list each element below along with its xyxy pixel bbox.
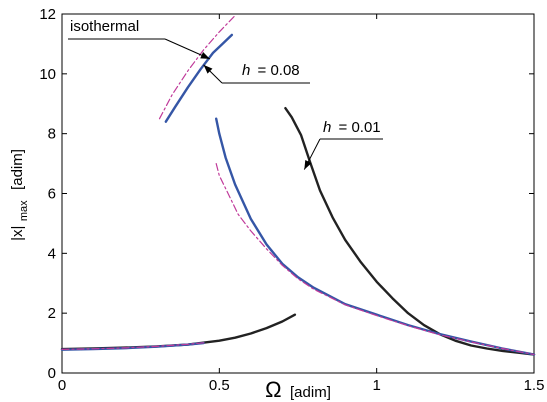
annotation-isothermal-arrowhead [200, 52, 210, 59]
annotation-h008-arrowhead [203, 64, 213, 74]
plot-area [61, 13, 535, 374]
x-tick-label: 0 [58, 377, 66, 394]
annotation-layer: isothermal h = 0.08 h = 0.01 [68, 18, 383, 170]
y-axis-label: |x| max [adim] [9, 149, 31, 241]
x-tick-label: 1 [372, 377, 380, 394]
x-axis-label: Ω [adim] [265, 377, 331, 402]
y-tick-label: 4 [48, 245, 56, 262]
annotation-isothermal-label: isothermal [70, 18, 139, 35]
series-line-isothermal-7 [61, 342, 205, 350]
y-tick-label: 8 [48, 126, 56, 143]
y-tick-label: 2 [48, 305, 56, 322]
series-line-isothermal-5 [158, 14, 236, 120]
y-tick-label: 12 [39, 6, 56, 23]
series-line-h008-3 [214, 117, 536, 356]
annotation-h001-label: h = 0.01 [323, 119, 381, 136]
series-line-h008-2 [164, 33, 234, 123]
y-tick-label: 6 [48, 186, 56, 203]
x-tick-label: 1.5 [524, 377, 545, 394]
x-tick-label: 0.5 [209, 377, 230, 394]
y-tick-label: 0 [48, 365, 56, 382]
y-tick-label: 10 [39, 66, 56, 83]
annotation-h001-arrowhead [304, 159, 312, 170]
series-line-isothermal-6 [215, 163, 535, 356]
annotation-h008-label: h = 0.08 [242, 62, 300, 79]
axis-ticks: 0 0.5 1 1.5 0 2 4 6 8 10 12 [39, 6, 544, 394]
